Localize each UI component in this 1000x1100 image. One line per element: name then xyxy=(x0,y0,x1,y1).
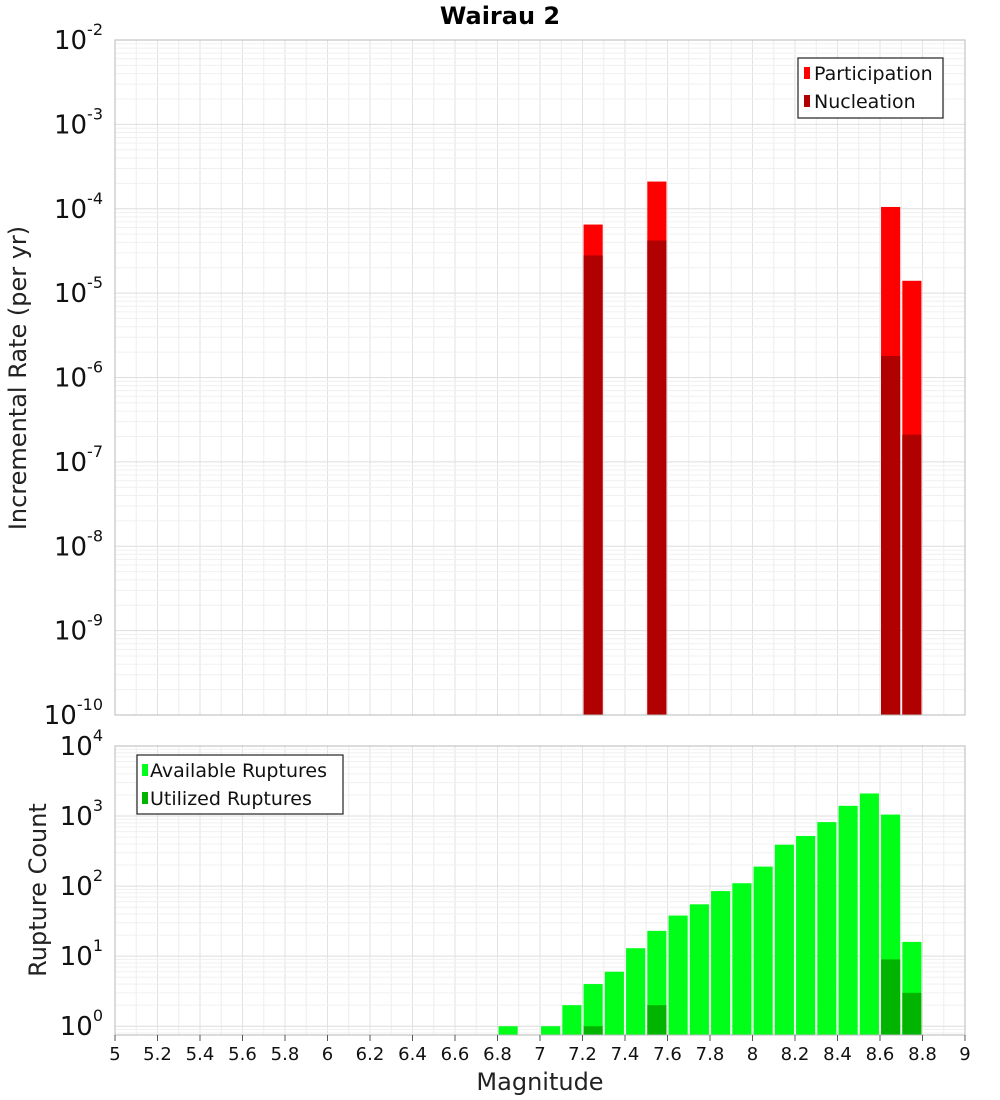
top-y-tick-label: 10-3 xyxy=(54,104,103,140)
bottom-bar-utilized-ruptures xyxy=(902,992,922,1035)
bottom-bar-available-ruptures xyxy=(541,1026,561,1035)
bottom-bar-available-ruptures xyxy=(562,1005,582,1035)
legend-label-participation: Participation xyxy=(814,63,933,85)
top-bar-nucleation xyxy=(583,255,603,715)
bottom-bar-available-ruptures xyxy=(689,904,709,1035)
x-tick-label: 5.4 xyxy=(186,1044,215,1065)
legend-swatch-participation xyxy=(804,67,810,79)
top-grid xyxy=(114,39,966,716)
top-y-tick-label: 10-4 xyxy=(54,189,103,225)
top-legend-box xyxy=(797,57,944,119)
bottom-bar-available-ruptures xyxy=(753,866,773,1035)
bottom-bar-available-ruptures xyxy=(668,915,688,1035)
x-tick-label: 8.4 xyxy=(823,1044,852,1065)
x-tick-label: 7.4 xyxy=(611,1044,640,1065)
bottom-bar-available-ruptures xyxy=(774,844,794,1035)
x-tick-label: 7.6 xyxy=(653,1044,682,1065)
bottom-legend: Available Ruptures Utilized Ruptures xyxy=(136,754,344,815)
x-axis-label: Magnitude xyxy=(476,1068,603,1096)
bottom-bar-utilized-ruptures xyxy=(881,959,901,1035)
bottom-bar-available-ruptures xyxy=(604,971,624,1035)
bottom-bar-available-ruptures xyxy=(732,883,752,1035)
top-bar-nucleation xyxy=(881,355,901,715)
bottom-bars xyxy=(498,793,922,1035)
bottom-bar-available-ruptures xyxy=(626,948,646,1035)
bottom-bar-utilized-ruptures xyxy=(647,1005,667,1035)
top-plot-border xyxy=(114,39,966,716)
top-y-tick-label: 10-8 xyxy=(54,526,103,562)
bottom-y-axis-label: Rupture Count xyxy=(24,803,52,977)
top-y-tick-label: 10-7 xyxy=(54,442,103,478)
bottom-legend-box xyxy=(136,754,344,815)
x-tick-label: 9 xyxy=(959,1044,970,1065)
top-y-ticks: 10-10 10-9 10-8 10-7 10-6 10-5 10-4 10-3 10-2 xyxy=(44,20,103,731)
top-y-tick-label: 10-10 xyxy=(44,695,103,731)
legend-swatch-available xyxy=(142,764,148,776)
x-tick-label: 8.6 xyxy=(866,1044,895,1065)
top-bar-nucleation xyxy=(902,434,922,715)
x-tick-label: 5.2 xyxy=(143,1044,172,1065)
x-tick-label: 7.8 xyxy=(696,1044,725,1065)
legend-swatch-nucleation xyxy=(804,95,810,107)
x-tick-label: 8 xyxy=(747,1044,758,1065)
top-y-tick-label: 10-2 xyxy=(54,20,103,56)
bottom-y-tick-label: 102 xyxy=(60,866,103,902)
top-y-tick-label: 10-9 xyxy=(54,611,103,647)
bottom-y-tick-label: 103 xyxy=(60,796,103,832)
legend-label-utilized: Utilized Ruptures xyxy=(150,788,312,810)
x-axis-ticks: 5 5.2 5.4 5.6 5.8 6 6.2 6.4 6.6 6.8 7 7.2 7.4 7.6 7.8 8… xyxy=(109,1035,971,1065)
bottom-y-ticks: 100 101 102 103 104 xyxy=(60,726,103,1042)
x-tick-label: 6 xyxy=(322,1044,333,1065)
top-y-axis-label: Incremental Rate (per yr) xyxy=(4,226,32,530)
top-bars xyxy=(583,181,922,716)
bottom-bar-available-ruptures xyxy=(817,822,837,1035)
x-tick-label: 6.6 xyxy=(441,1044,470,1065)
x-tick-label: 8.8 xyxy=(908,1044,937,1065)
bottom-bar-available-ruptures xyxy=(859,793,879,1035)
bottom-y-tick-label: 100 xyxy=(60,1006,103,1042)
top-y-tick-label: 10-5 xyxy=(54,273,103,309)
bottom-bar-available-ruptures xyxy=(796,835,816,1035)
legend-label-available: Available Ruptures xyxy=(150,760,327,782)
top-panel: 10-10 10-9 10-8 10-7 10-6 10-5 10-4 10-3 10-2 In… xyxy=(4,20,966,731)
x-tick-label: 7.2 xyxy=(568,1044,597,1065)
legend-label-nucleation: Nucleation xyxy=(814,91,916,113)
bottom-bar-available-ruptures xyxy=(498,1026,518,1035)
legend-swatch-utilized xyxy=(142,792,148,804)
top-legend: Participation Nucleation xyxy=(797,57,944,119)
x-tick-label: 6.2 xyxy=(356,1044,385,1065)
bottom-bar-utilized-ruptures xyxy=(583,1026,603,1035)
top-y-tick-label: 10-6 xyxy=(54,358,103,394)
x-tick-label: 5.8 xyxy=(271,1044,300,1065)
chart-title: Wairau 2 xyxy=(440,2,560,30)
top-bar-nucleation xyxy=(647,240,667,716)
bottom-panel: 100 101 102 103 104 Rupture Count Available … xyxy=(24,726,966,1042)
x-tick-label: 6.4 xyxy=(398,1044,427,1065)
x-tick-label: 5 xyxy=(109,1044,120,1065)
x-tick-label: 7 xyxy=(534,1044,545,1065)
bottom-bar-available-ruptures xyxy=(838,805,858,1035)
x-tick-label: 8.2 xyxy=(781,1044,810,1065)
x-tick-label: 6.8 xyxy=(483,1044,512,1065)
bottom-bar-available-ruptures xyxy=(583,984,603,1035)
bottom-y-tick-label: 101 xyxy=(60,936,103,972)
x-tick-label: 5.6 xyxy=(228,1044,257,1065)
bottom-bar-available-ruptures xyxy=(711,891,731,1035)
bottom-y-tick-label: 104 xyxy=(60,726,103,762)
